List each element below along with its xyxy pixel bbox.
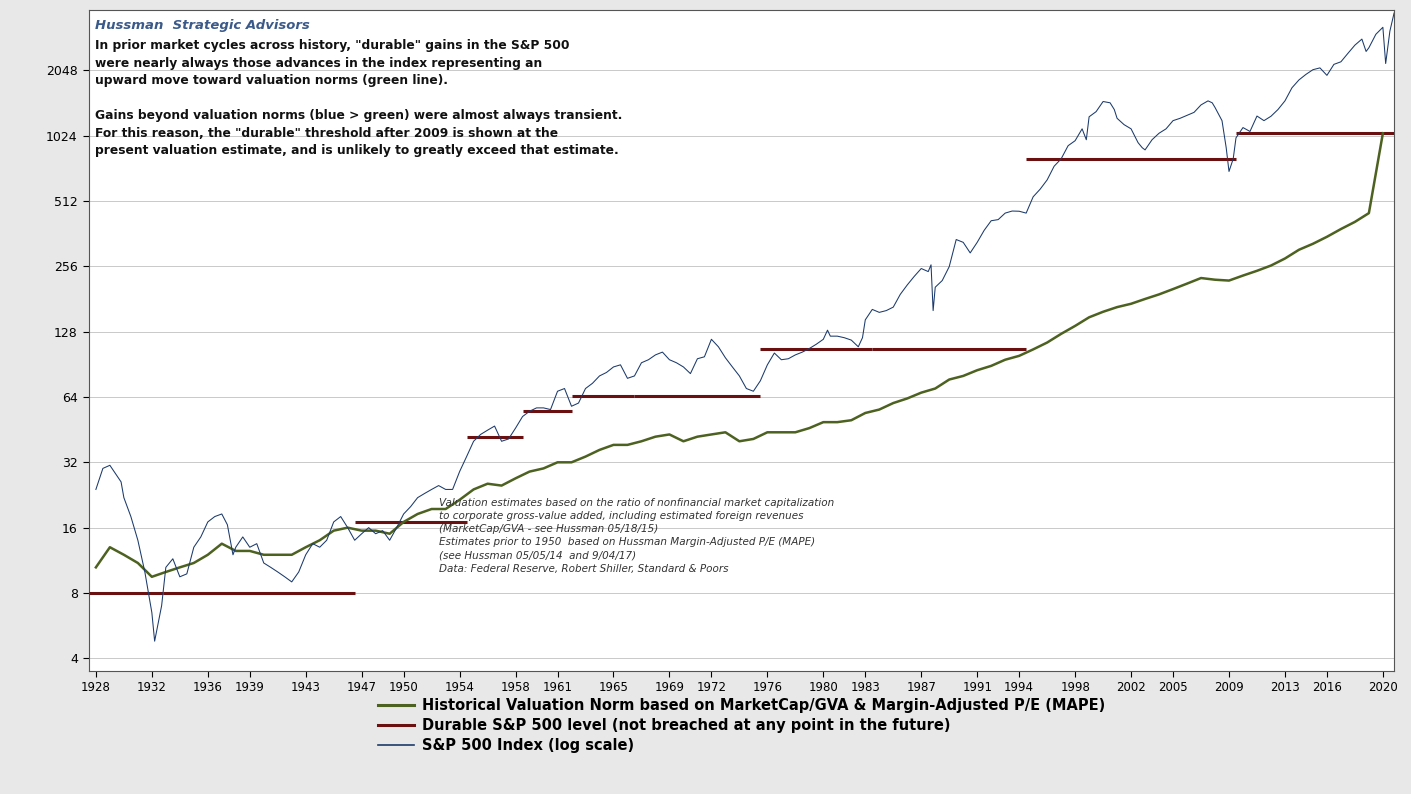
Text: Valuation estimates based on the ratio of nonfinancial market capitalization
to : Valuation estimates based on the ratio o… xyxy=(439,498,834,573)
Text: Hussman  Strategic Advisors: Hussman Strategic Advisors xyxy=(96,19,310,33)
Text: In prior market cycles across history, "durable" gains in the S&P 500
were nearl: In prior market cycles across history, "… xyxy=(96,39,622,157)
Legend: Historical Valuation Norm based on MarketCap/GVA & Margin-Adjusted P/E (MAPE), D: Historical Valuation Norm based on Marke… xyxy=(378,698,1105,753)
